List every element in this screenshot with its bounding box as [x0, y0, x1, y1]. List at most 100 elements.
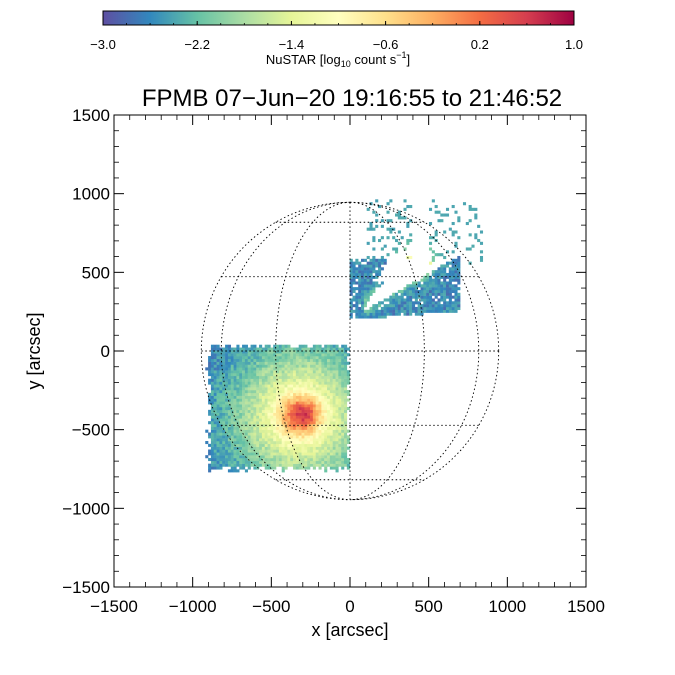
heat-cell [327, 432, 331, 436]
heat-cell [426, 292, 430, 296]
heat-cell [281, 387, 285, 391]
heat-cell [344, 429, 348, 433]
heat-cell [298, 426, 302, 430]
heat-cell [409, 238, 413, 243]
heat-cell [443, 278, 447, 282]
heat-cell [281, 344, 285, 348]
heat-cell [318, 429, 322, 433]
heat-cell [324, 390, 328, 394]
heat-cell [321, 438, 325, 442]
heat-cell [304, 460, 308, 464]
heat-cell [259, 435, 263, 439]
heat-cell [457, 287, 461, 291]
heat-cell [259, 432, 263, 436]
heat-cell [363, 278, 367, 282]
heat-cell [346, 361, 350, 365]
heat-cell [318, 449, 322, 453]
heat-cell [290, 409, 294, 413]
heat-cell [315, 435, 319, 439]
heat-cell [290, 398, 294, 402]
heat-cell [295, 390, 299, 394]
heat-cell [465, 221, 469, 226]
heat-cell [219, 367, 223, 371]
heat-cell [346, 381, 350, 385]
heat-cell [225, 457, 229, 462]
heat-cell [244, 457, 248, 462]
heat-cell [445, 287, 450, 291]
heat-cell [335, 404, 339, 408]
heat-cell [335, 418, 339, 422]
heat-cell [329, 384, 333, 388]
heat-cell [242, 446, 246, 450]
heat-cell [355, 275, 359, 279]
heat-cell [301, 353, 305, 357]
heat-cell [261, 455, 265, 459]
heat-cell [210, 378, 214, 382]
heat-cell [247, 390, 251, 394]
heat-cell [327, 390, 331, 394]
heat-cell [344, 344, 348, 348]
heat-cell [454, 301, 458, 305]
heat-cell [341, 455, 345, 459]
heat-cell [471, 207, 475, 211]
heat-cell [338, 424, 342, 428]
heat-cell [210, 404, 214, 408]
heat-cell [210, 412, 214, 416]
heat-cell [324, 395, 328, 399]
heat-cell [208, 364, 212, 368]
heat-cell [372, 247, 376, 251]
heat-cell [219, 404, 223, 408]
heat-cell [273, 350, 277, 354]
heat-cell [247, 449, 251, 453]
heat-cell [264, 390, 268, 394]
heat-cell [358, 312, 362, 316]
heat-cell [341, 426, 345, 430]
heat-cell [244, 455, 248, 459]
heat-cell [383, 309, 387, 313]
heat-cell [409, 309, 413, 313]
heat-cell [332, 364, 336, 368]
heat-cell [329, 452, 333, 456]
heat-cell [287, 350, 291, 354]
heat-cell [278, 443, 282, 447]
heat-cell [344, 435, 348, 439]
heat-cell [261, 356, 265, 360]
heat-cell [261, 407, 265, 411]
heat-cell [256, 353, 260, 357]
heat-cell [230, 370, 234, 374]
heat-cell [210, 350, 214, 354]
heat-cell [264, 421, 268, 425]
heat-cell [310, 395, 314, 399]
heat-cell [287, 347, 291, 351]
heat-cell [278, 463, 282, 467]
heat-cell [409, 284, 413, 288]
heat-cell [230, 446, 234, 450]
heat-cell [315, 438, 319, 442]
heat-cell [437, 309, 441, 313]
heat-cell [310, 421, 314, 425]
heat-cell [233, 426, 237, 430]
heat-cell [247, 398, 251, 402]
heat-cell [304, 353, 308, 357]
heat-cell [338, 457, 342, 462]
heat-cell [332, 356, 336, 360]
heat-cell [259, 344, 263, 348]
heat-cell [216, 404, 220, 408]
heat-cell [321, 452, 325, 456]
heat-cell [440, 253, 444, 257]
heat-cell [341, 409, 345, 413]
heat-cell [256, 390, 260, 394]
heat-cell [253, 452, 257, 456]
heat-cell [267, 460, 271, 464]
heat-cell [310, 350, 314, 354]
heat-cell [318, 358, 322, 362]
heat-cell [244, 438, 248, 442]
heat-cell [295, 443, 299, 447]
heat-cell [468, 207, 472, 211]
heat-cell [250, 344, 254, 348]
heat-cell [361, 284, 365, 288]
heat-cell [236, 390, 240, 394]
heat-cell [341, 378, 345, 382]
heat-cell [346, 460, 350, 464]
heat-cell [244, 415, 248, 419]
